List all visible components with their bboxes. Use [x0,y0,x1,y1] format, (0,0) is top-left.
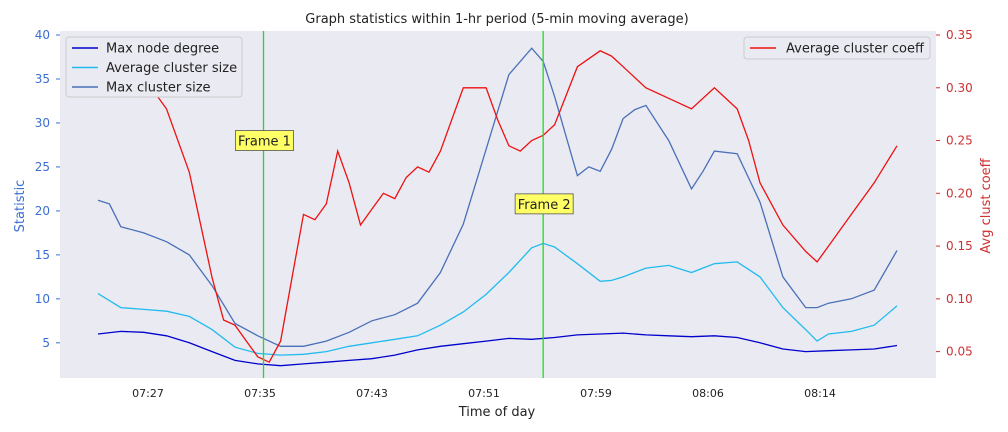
chart-marks: 5 10 15 20 25 30 35 40 0.05 0.10 0.15 0.20 0.25 0.30 0… [35,28,973,400]
y-tick-label: 30 [35,116,50,130]
x-tick-label: 07:51 [468,387,500,400]
y-tick-label: 40 [35,28,50,42]
y2-tick-label: 0.10 [946,292,973,306]
x-axis-label: Time of day [458,405,536,420]
x-tick-label: 07:35 [244,387,276,400]
y2-tick-label: 0.30 [946,81,973,95]
x-tick-label: 07:59 [580,387,612,400]
y-tick-label: 5 [42,336,50,350]
y2-tick-label: 0.05 [946,345,973,359]
legend-entry: Average cluster size [106,61,237,76]
y2-tick-label: 0.35 [946,28,973,42]
y-tick-label: 10 [35,292,50,306]
series-line-max-node-degree [97,330,898,367]
frame-label-box [514,193,574,215]
frame-label-box [235,130,294,151]
y2-tick-label: 0.20 [946,186,973,200]
series-line-max-cluster-size [97,47,898,347]
series-line-average-cluster-size [97,242,898,356]
y2-axis-label: Avg clust coeff [979,157,994,253]
series-line-average-cluster-coeff [120,50,898,364]
legend-left-box [65,36,243,98]
x-tick-label: 08:06 [692,387,724,400]
y-tick-label: 25 [35,160,50,174]
legend-entry: Max node degree [106,42,219,57]
x-tick-label: 08:14 [804,387,836,400]
y-tick-label: 20 [35,204,50,218]
legend-entry: Max cluster size [106,81,211,96]
frame-label: Frame 1 [238,135,291,150]
x-tick-label: 07:43 [356,387,388,400]
y-tick-label: 35 [35,72,50,86]
x-tick-label: 07:27 [132,387,164,400]
y2-tick-label: 0.15 [946,239,973,253]
legend-right-box [743,36,931,60]
y2-tick-label: 0.25 [946,134,973,148]
frame-label: Frame 2 [518,198,571,213]
y-tick-label: 15 [35,248,50,262]
y-axis-label: Statistic [13,180,28,233]
chart-title: Graph statistics within 1-hr period (5-m… [305,12,688,27]
legend-entry: Average cluster coeff [786,42,925,57]
